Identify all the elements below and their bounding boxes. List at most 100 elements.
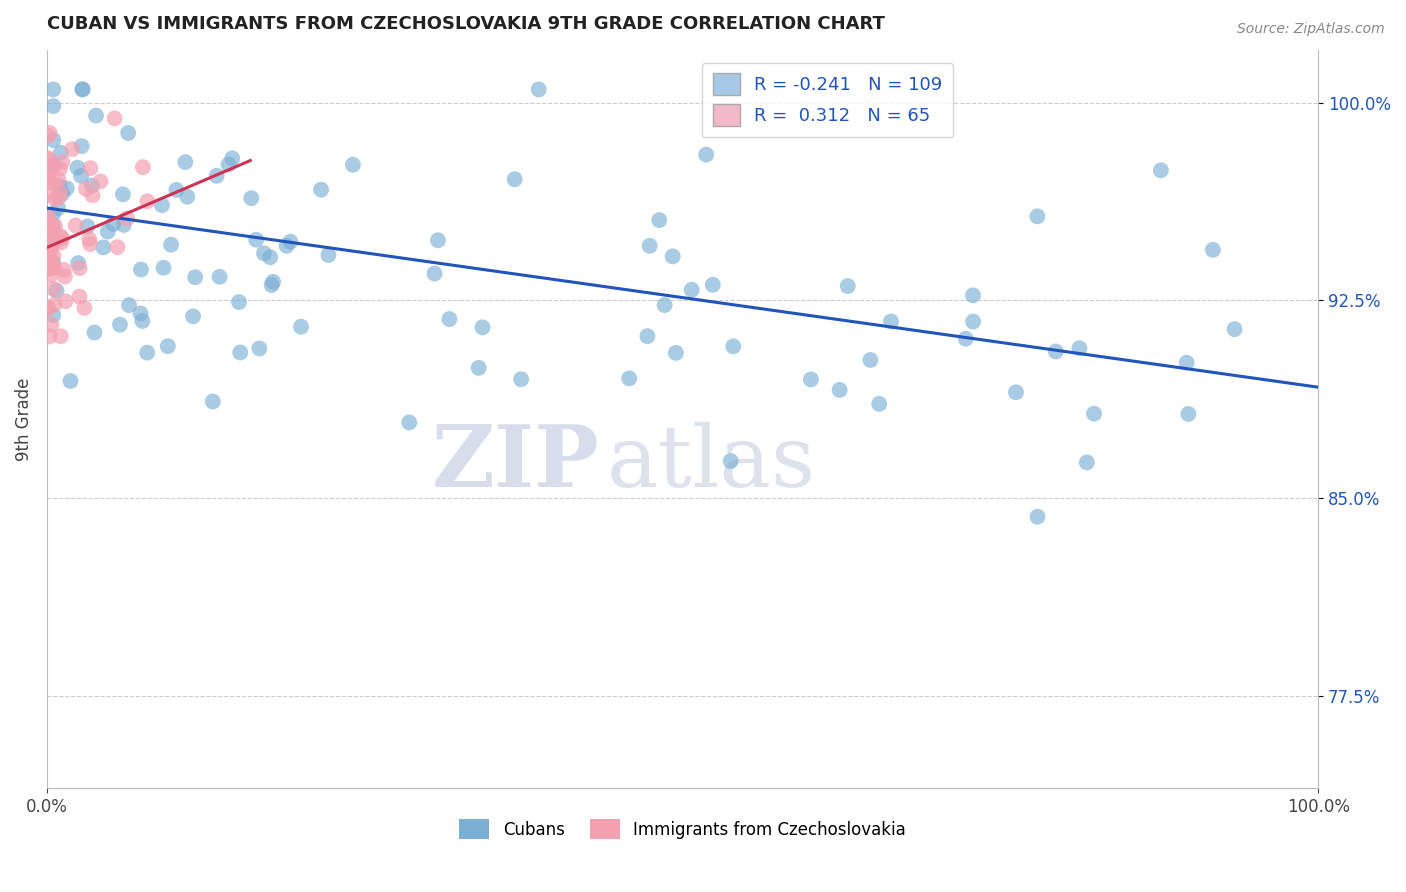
Point [60, 142, 83, 156]
Point [46, 201, 69, 215]
Point [39, 255, 62, 269]
Point [42, 255, 65, 269]
Point [129, 262, 152, 277]
Point [152, 260, 174, 275]
Point [439, 312, 461, 326]
Point [117, 126, 139, 140]
Point [42, 82, 65, 96]
Point [165, 183, 187, 197]
Point [107, 240, 129, 254]
Point [828, 383, 851, 397]
Point [503, 172, 526, 186]
Point [1150, 163, 1173, 178]
Point [471, 320, 494, 334]
Point [229, 345, 252, 359]
Point [868, 397, 890, 411]
Point [66, 161, 89, 175]
Point [129, 306, 152, 320]
Point [665, 346, 688, 360]
Point [37, 261, 59, 276]
Point [695, 147, 717, 161]
Point [859, 353, 882, 368]
Point [247, 342, 270, 356]
Point [38, 224, 60, 238]
Point [37, 219, 59, 233]
Point [48, 190, 70, 204]
Point [67, 256, 90, 270]
Point [48, 173, 70, 187]
Point [648, 213, 671, 227]
Point [49, 185, 72, 199]
Point [636, 329, 658, 343]
Point [467, 360, 489, 375]
Point [42, 308, 65, 322]
Point [42, 99, 65, 113]
Text: Source: ZipAtlas.com: Source: ZipAtlas.com [1237, 22, 1385, 37]
Point [1005, 385, 1028, 400]
Point [638, 239, 661, 253]
Point [44, 192, 66, 206]
Point [118, 298, 141, 312]
Point [59, 374, 82, 388]
Point [37, 209, 59, 223]
Point [309, 183, 332, 197]
Point [1083, 407, 1105, 421]
Point [45, 284, 67, 298]
Point [290, 319, 312, 334]
Point [69, 261, 91, 276]
Point [1076, 455, 1098, 469]
Point [259, 250, 281, 264]
Point [42, 158, 65, 172]
Point [75, 182, 97, 196]
Point [131, 314, 153, 328]
Point [1069, 341, 1091, 355]
Point [76, 219, 98, 234]
Point [37, 301, 59, 316]
Point [80, 178, 103, 193]
Point [37, 171, 59, 186]
Point [342, 158, 364, 172]
Point [262, 275, 284, 289]
Point [37, 153, 59, 167]
Point [49, 329, 72, 343]
Point [156, 339, 179, 353]
Point [42, 133, 65, 147]
Point [1223, 322, 1246, 336]
Point [150, 198, 173, 212]
Point [42, 207, 65, 221]
Point [962, 288, 984, 302]
Point [51, 231, 73, 245]
Point [41, 237, 63, 252]
Legend: Cubans, Immigrants from Czechoslovakia: Cubans, Immigrants from Czechoslovakia [453, 813, 912, 846]
Point [37, 128, 59, 143]
Point [44, 178, 66, 192]
Point [93, 240, 115, 254]
Point [37, 301, 59, 315]
Point [42, 160, 65, 174]
Point [38, 126, 60, 140]
Point [228, 295, 250, 310]
Point [49, 145, 72, 160]
Point [37, 244, 59, 259]
Point [1175, 356, 1198, 370]
Point [510, 372, 533, 386]
Point [52, 262, 75, 277]
Point [37, 175, 59, 189]
Point [37, 256, 59, 270]
Point [41, 218, 63, 232]
Point [527, 82, 550, 96]
Point [136, 345, 159, 359]
Point [1202, 243, 1225, 257]
Point [44, 233, 66, 247]
Point [136, 194, 159, 209]
Point [205, 169, 228, 183]
Point [955, 332, 977, 346]
Point [1045, 344, 1067, 359]
Point [38, 234, 60, 248]
Point [53, 269, 76, 284]
Point [82, 188, 104, 202]
Point [132, 160, 155, 174]
Point [280, 235, 302, 249]
Point [253, 246, 276, 260]
Point [276, 239, 298, 253]
